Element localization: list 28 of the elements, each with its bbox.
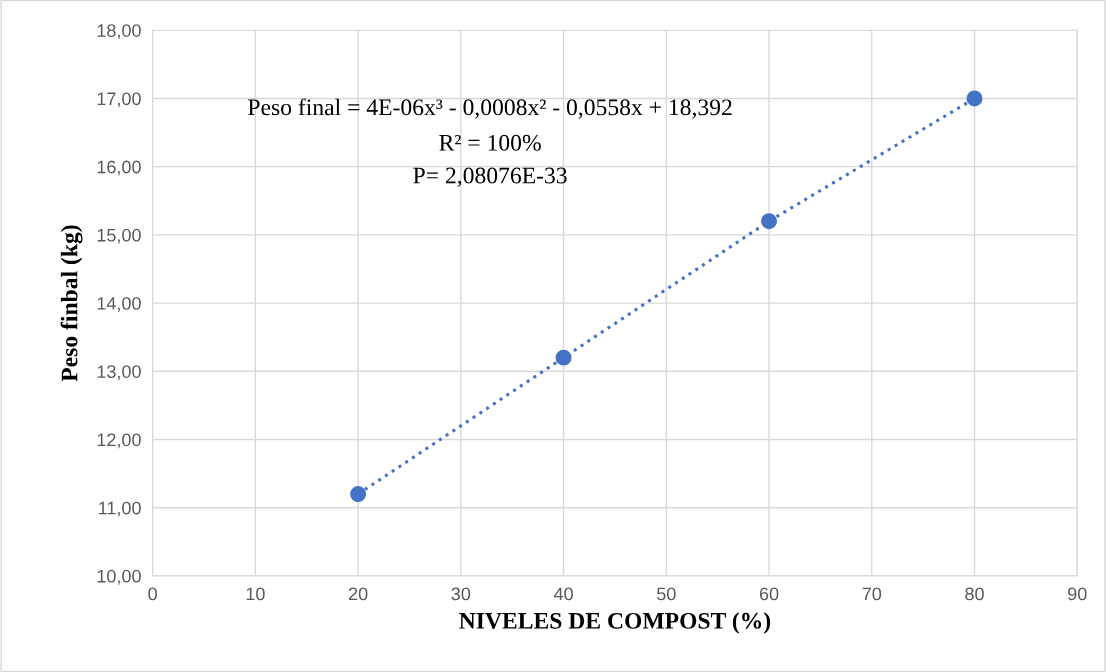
y-tick-label: 16,00 [97, 160, 141, 176]
point [761, 213, 778, 230]
y-tick-label: 14,00 [97, 297, 141, 312]
point [966, 90, 983, 107]
point [555, 349, 572, 366]
y-axis-title: Peso finbal (kg) [60, 225, 83, 382]
annotation: Peso final = 4E-06x³ - 0,0008x² - 0,0558x + 18,392 [248, 98, 732, 119]
x-tick-label: 60 [759, 587, 779, 601]
y-tick-label: 11,00 [99, 501, 141, 517]
x-tick-label: 40 [553, 587, 573, 601]
x-tick-label: 10 [246, 587, 265, 601]
y-tick-label: 13,00 [97, 365, 141, 381]
y-tick-label: 12,00 [97, 433, 141, 449]
annotation: P= 2,08076E-33 [413, 167, 567, 187]
x-tick-label: 30 [451, 587, 471, 601]
y-tick-label: 15,00 [97, 228, 141, 244]
x-tick-label: 0 [148, 587, 157, 601]
x-tick-label: 20 [348, 587, 368, 601]
annotation: R² = 100% [439, 134, 541, 151]
x-tick-label: 50 [656, 587, 676, 601]
x-axis-title: NIVELES DE COMPOST (%) [459, 612, 771, 634]
y-tick-label: 17,00 [97, 92, 141, 108]
y-tick-label: 18,00 [97, 24, 141, 40]
x-tick-label: 80 [965, 587, 984, 601]
x-tick-label: 90 [1068, 587, 1087, 601]
point [350, 486, 367, 503]
x-tick-label: 70 [862, 587, 882, 601]
y-tick-label: 10,00 [97, 569, 141, 585]
